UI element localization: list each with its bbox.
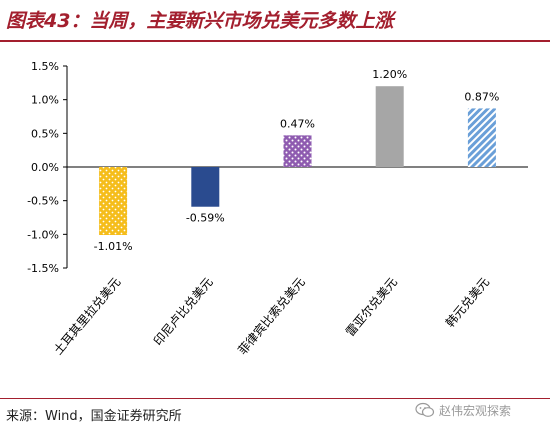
y-tick-label: -1.5% (27, 262, 59, 275)
bar-4 (375, 86, 404, 167)
data-label: -1.01% (94, 240, 133, 253)
y-tick-label: 0.5% (31, 127, 59, 140)
x-tick-label: 土耳其里拉兑美元 (50, 274, 123, 357)
data-label: 0.87% (464, 90, 499, 103)
data-label: 1.20% (372, 68, 407, 81)
x-tick-label: 印尼卢比兑美元 (150, 274, 215, 348)
bar-1 (99, 167, 128, 236)
source-note: 来源：Wind，国金证券研究所 (6, 409, 182, 424)
data-label: 0.47% (280, 117, 315, 130)
title-bar: 图表43：当周，主要新兴市场兑美元多数上涨 (0, 0, 550, 42)
watermark: 赵伟宏观探索 (415, 398, 511, 422)
y-tick-label: 0.0% (31, 161, 59, 174)
y-tick-label: -1.0% (27, 228, 59, 241)
chart-title: 图表43：当周，主要新兴市场兑美元多数上涨 (6, 10, 394, 32)
watermark-text: 赵伟宏观探索 (439, 403, 512, 418)
y-tick-label: -0.5% (27, 195, 59, 208)
bar-3 (283, 135, 312, 167)
x-tick-label: 雷亚尔兑美元 (342, 274, 400, 339)
data-label: -0.59% (186, 212, 225, 225)
y-tick-label: 1.0% (31, 94, 59, 107)
x-tick-label: 菲律宾比索兑美元 (235, 274, 308, 357)
wechat-icon (415, 402, 435, 417)
bar-chart: 1.5% 1.0% 0.5% 0.0% -0.5% -1.0% -1.5% -1.01% 土耳… (27, 60, 528, 357)
bar-5 (467, 108, 496, 167)
x-tick-label: 韩元兑美元 (442, 274, 492, 330)
y-tick-label: 1.5% (31, 60, 59, 73)
bar-2 (191, 167, 220, 207)
footer-divider (0, 398, 550, 399)
